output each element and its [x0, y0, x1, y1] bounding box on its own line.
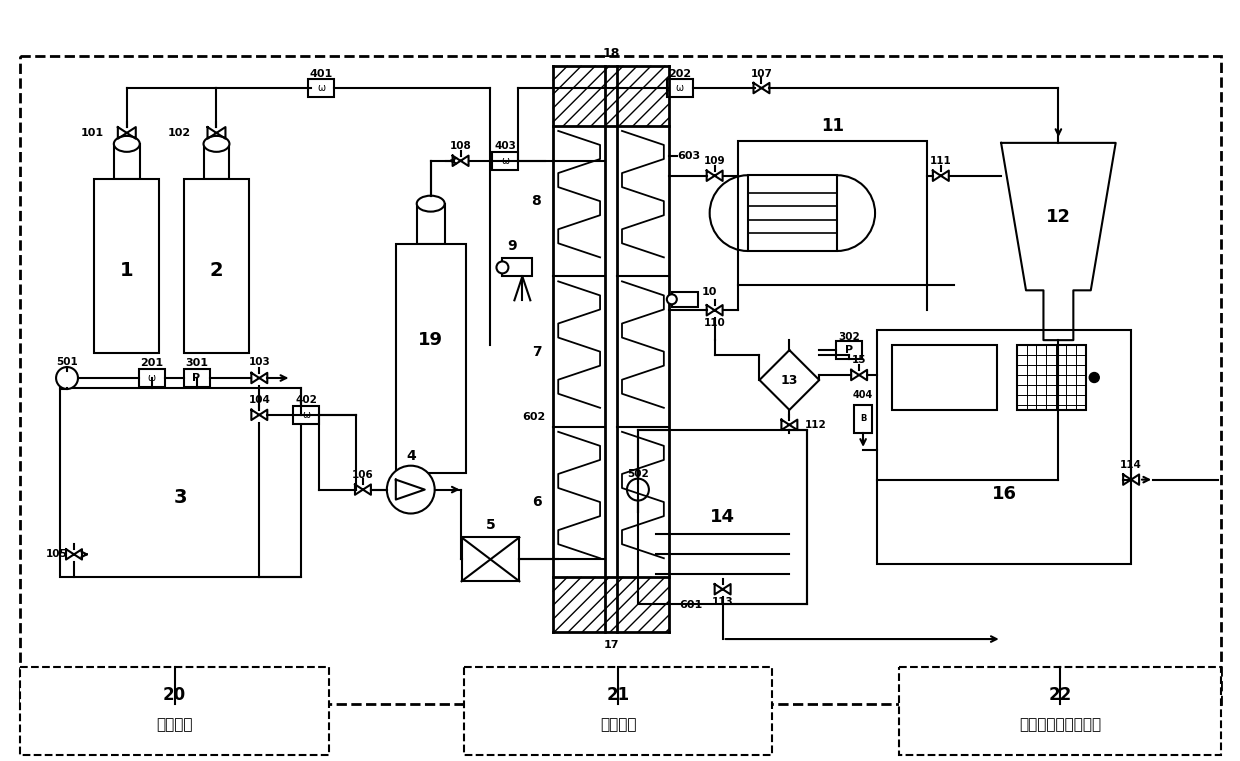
Bar: [114, 144, 140, 179]
Text: 14: 14: [711, 508, 735, 526]
Text: 6: 6: [532, 495, 542, 509]
Bar: [492, 152, 518, 170]
Text: 113: 113: [712, 597, 734, 607]
Text: 102: 102: [169, 128, 191, 138]
Text: 201: 201: [140, 358, 164, 368]
Text: ω: ω: [303, 410, 310, 420]
Text: 402: 402: [295, 395, 317, 405]
Text: 602: 602: [522, 412, 546, 422]
Bar: [899, 667, 1221, 755]
Text: 401: 401: [310, 69, 332, 79]
Text: 数据测量与采集系统: 数据测量与采集系统: [1019, 717, 1101, 732]
Text: P: P: [192, 373, 201, 383]
Text: 7: 7: [532, 345, 542, 358]
Text: 10: 10: [702, 288, 717, 298]
Text: ω: ω: [501, 156, 510, 166]
Bar: [20, 667, 329, 755]
Polygon shape: [759, 350, 820, 410]
Bar: [60, 388, 301, 578]
Text: 104: 104: [248, 395, 270, 405]
Text: 17: 17: [604, 640, 619, 650]
Text: 15: 15: [852, 355, 867, 365]
Text: 404: 404: [853, 390, 873, 400]
Text: 107: 107: [750, 69, 773, 79]
Ellipse shape: [203, 136, 229, 152]
Text: 108: 108: [450, 141, 471, 151]
Bar: [20, 56, 1221, 704]
Polygon shape: [1001, 143, 1116, 340]
Bar: [293, 406, 319, 424]
Text: 1: 1: [120, 261, 134, 280]
Text: 105: 105: [46, 549, 68, 559]
Bar: [417, 204, 445, 244]
Text: 114: 114: [1120, 460, 1142, 470]
Bar: [309, 79, 334, 97]
Text: 5: 5: [486, 518, 495, 533]
Bar: [502, 259, 532, 276]
Text: 501: 501: [56, 357, 78, 367]
Text: 603: 603: [677, 151, 699, 161]
Circle shape: [1089, 373, 1099, 383]
Text: 12: 12: [1045, 208, 1071, 225]
Text: 数控系统: 数控系统: [600, 717, 636, 732]
Bar: [877, 330, 1131, 565]
Text: ω: ω: [317, 83, 325, 93]
Text: 112: 112: [805, 420, 826, 430]
Bar: [672, 292, 698, 307]
Circle shape: [56, 367, 78, 389]
Bar: [184, 179, 249, 353]
Text: 202: 202: [668, 69, 692, 79]
Text: 21: 21: [606, 686, 630, 704]
Circle shape: [387, 466, 435, 514]
Bar: [854, 405, 872, 433]
Bar: [892, 345, 997, 410]
Circle shape: [627, 479, 649, 501]
Text: 配电系统: 配电系统: [156, 717, 193, 732]
Bar: [667, 79, 693, 97]
Bar: [1017, 345, 1086, 410]
Text: B: B: [859, 414, 867, 423]
Bar: [464, 667, 773, 755]
Text: 302: 302: [838, 332, 861, 342]
Bar: [748, 175, 837, 251]
Text: P: P: [846, 345, 853, 355]
Bar: [203, 144, 229, 179]
Bar: [94, 179, 159, 353]
Ellipse shape: [114, 136, 140, 152]
Text: 601: 601: [678, 600, 702, 610]
Bar: [738, 141, 926, 285]
Bar: [396, 244, 465, 473]
Bar: [184, 369, 210, 387]
Text: 111: 111: [930, 156, 951, 166]
Text: 4: 4: [405, 449, 415, 463]
Text: 3: 3: [174, 488, 187, 507]
Text: 301: 301: [185, 358, 208, 368]
Text: ω: ω: [148, 373, 156, 383]
Text: 403: 403: [495, 141, 516, 151]
Text: 502: 502: [627, 469, 649, 479]
Text: 22: 22: [1049, 686, 1073, 704]
Text: 11: 11: [821, 117, 843, 135]
Text: 103: 103: [248, 357, 270, 367]
Text: 18: 18: [603, 46, 620, 59]
Bar: [139, 369, 165, 387]
Text: 101: 101: [81, 128, 103, 138]
Bar: [637, 430, 807, 604]
Text: 16: 16: [992, 485, 1017, 503]
Text: 8: 8: [532, 194, 542, 209]
Ellipse shape: [417, 196, 445, 212]
Text: ω: ω: [676, 83, 683, 93]
Text: 13: 13: [781, 374, 799, 387]
Bar: [461, 537, 520, 581]
Circle shape: [496, 262, 508, 273]
Text: 20: 20: [164, 686, 186, 704]
Text: 19: 19: [418, 331, 443, 349]
Text: 109: 109: [704, 156, 725, 166]
Text: 2: 2: [210, 261, 223, 280]
Bar: [836, 341, 862, 359]
Text: 106: 106: [352, 470, 373, 479]
Circle shape: [667, 295, 677, 304]
Text: 110: 110: [704, 318, 725, 328]
Text: 9: 9: [507, 240, 517, 253]
